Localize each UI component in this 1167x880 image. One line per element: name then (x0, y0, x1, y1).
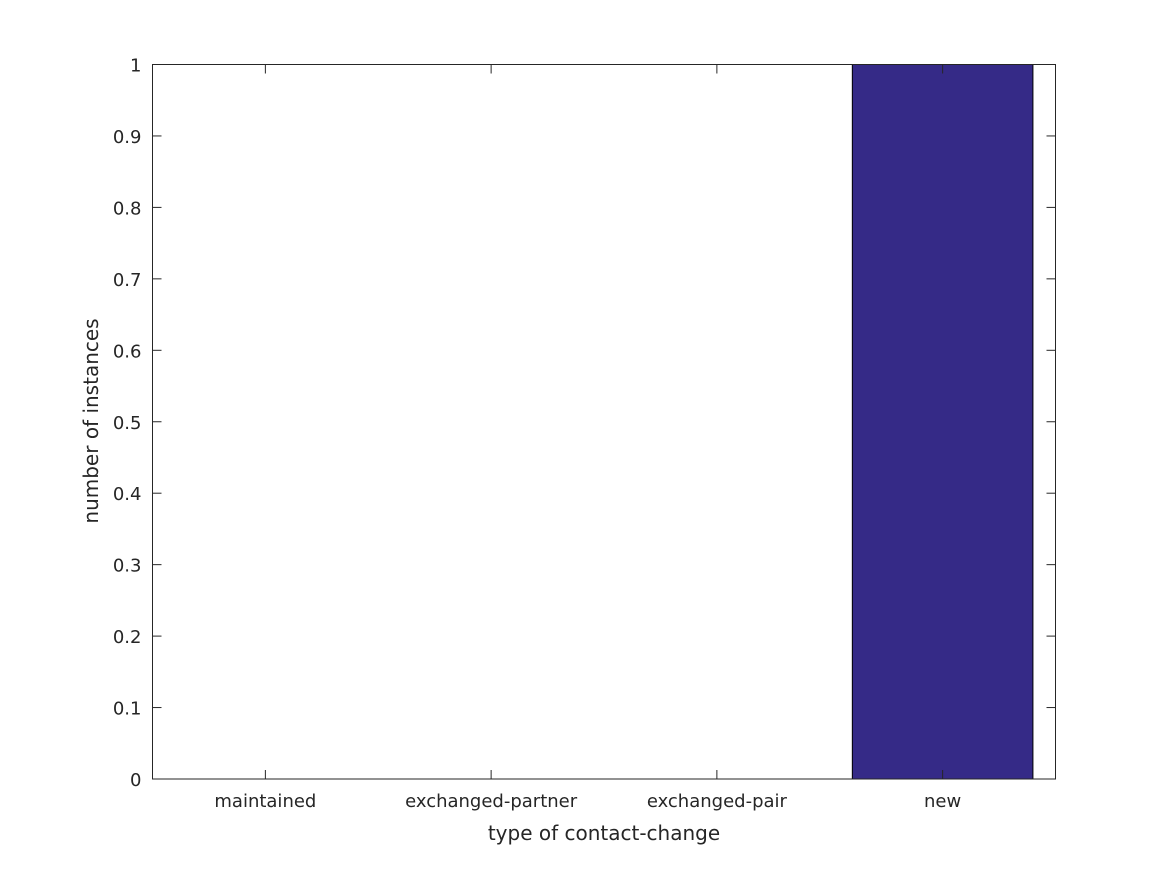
y-axis-label: number of instances (79, 318, 103, 523)
x-tick-label: exchanged-pair (647, 791, 788, 812)
bar-new (851, 64, 1034, 780)
y-axis: 0 0.1 0.2 0.3 0.4 0.5 0.6 0.7 0.8 0.9 1 (113, 56, 1056, 791)
x-axis: maintained exchanged-partner exchanged-pai… (214, 64, 961, 812)
bars (851, 64, 1034, 780)
y-tick-label: 0.2 (113, 627, 142, 648)
y-tick-label: 0.8 (113, 198, 142, 219)
y-tick-label: 0.7 (113, 270, 142, 291)
y-tick-label: 0 (130, 770, 141, 791)
y-tick-label: 0.5 (113, 413, 142, 434)
x-tick-label: new (924, 791, 961, 812)
y-tick-label: 0.9 (113, 127, 142, 148)
y-tick-label: 0.1 (113, 699, 142, 720)
x-axis-label: type of contact-change (488, 821, 720, 845)
y-tick-label: 0.6 (113, 341, 142, 362)
x-tick-label: maintained (214, 791, 316, 812)
y-tick-label: 0.4 (113, 484, 142, 505)
y-tick-label: 1 (130, 56, 141, 77)
y-tick-label: 0.3 (113, 556, 142, 577)
x-tick-label: exchanged-partner (405, 791, 578, 812)
